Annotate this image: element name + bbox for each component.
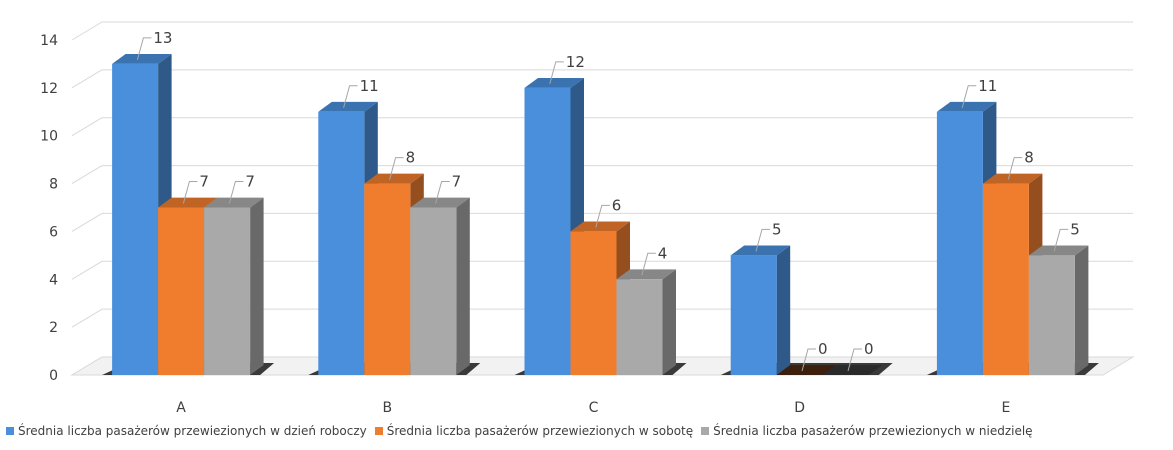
- data-label: 4: [658, 244, 668, 262]
- data-label-leader: [228, 181, 244, 204]
- y-tick-label: 10: [40, 129, 58, 145]
- data-label-leader: [595, 204, 610, 228]
- y-tick-label: 2: [49, 320, 58, 336]
- data-label-leader: [847, 348, 862, 372]
- y-tick-label: 4: [49, 272, 58, 288]
- bar-A-series-2: [158, 207, 205, 375]
- legend-swatch-weekday: [6, 427, 14, 435]
- legend: Średnia liczba pasażerów przewiezionych …: [6, 424, 1041, 438]
- data-label-leader: [755, 228, 770, 252]
- legend-swatch-saturday: [374, 427, 383, 435]
- data-label: 6: [612, 196, 622, 214]
- data-label-leader: [1007, 157, 1023, 180]
- bar-side: [776, 245, 791, 375]
- x-category-label: C: [589, 400, 599, 416]
- bar-top: [112, 54, 172, 64]
- data-label: 13: [153, 29, 172, 47]
- data-label: 8: [406, 149, 416, 167]
- bar-top: [410, 197, 470, 208]
- bar-E-series-2: [982, 183, 1029, 375]
- x-category-label: B: [382, 400, 392, 416]
- gridline-side: [71, 21, 103, 41]
- bar-D-series-3: [822, 365, 883, 375]
- bar-top: [570, 221, 630, 232]
- data-label-leader: [136, 37, 152, 61]
- data-label: 5: [1070, 220, 1080, 238]
- bar-D-series-2: [776, 365, 837, 375]
- bar-top: [730, 245, 791, 256]
- bar-side: [250, 197, 264, 375]
- data-label: 0: [864, 340, 874, 358]
- data-label-leader: [343, 85, 358, 108]
- x-category-label: A: [176, 400, 186, 416]
- gridline-side: [71, 69, 103, 89]
- data-label: 11: [360, 77, 379, 95]
- bar-E-series-3: [1028, 255, 1075, 375]
- bar-side: [662, 269, 676, 375]
- x-category-label: E: [1001, 400, 1010, 416]
- bar-side: [1074, 245, 1089, 375]
- data-label-leader: [961, 85, 977, 108]
- bar-C-series-2: [570, 231, 617, 375]
- legend-label-sunday: Średnia liczba pasażerów przewiezionych …: [713, 424, 1033, 438]
- bar-C-series-3: [616, 279, 663, 375]
- bar-top: [1028, 245, 1089, 256]
- gridline-side: [71, 165, 103, 185]
- legend-label-weekday: Średnia liczba pasażerów przewiezionych …: [18, 424, 367, 438]
- y-tick-label: 6: [49, 224, 58, 240]
- data-label-leader: [641, 252, 656, 276]
- legend-label-saturday: Średnia liczba pasażerów przewiezionych …: [386, 424, 694, 438]
- bar-D-series-1: [730, 255, 777, 375]
- data-label-leader: [549, 61, 564, 84]
- bar-B-series-2: [364, 183, 411, 375]
- bar-top: [158, 197, 218, 208]
- data-label: 7: [452, 173, 462, 191]
- data-label-leader: [182, 181, 198, 204]
- bar-top: [204, 197, 264, 208]
- bar-top: [524, 77, 584, 88]
- data-label: 11: [978, 77, 997, 95]
- bar-A-series-1: [112, 63, 159, 376]
- bar-top: [364, 173, 424, 184]
- bar-top: [318, 101, 378, 112]
- legend-item-saturday: Średnia liczba pasażerów przewiezionych …: [374, 424, 694, 438]
- bar-E-series-1: [936, 111, 983, 376]
- data-label: 5: [772, 220, 782, 238]
- gridline-side: [71, 212, 103, 232]
- x-category-label: D: [794, 400, 805, 416]
- bar-top: [936, 101, 997, 112]
- gridline-side: [71, 260, 103, 280]
- bar-top: [616, 269, 676, 280]
- legend-item-sunday: Średnia liczba pasażerów przewiezionych …: [701, 424, 1033, 438]
- gridline-side: [71, 117, 103, 137]
- gridline-side: [71, 308, 103, 328]
- bar-B-series-1: [318, 111, 365, 376]
- bar-side: [456, 197, 470, 375]
- data-label-leader: [435, 181, 450, 204]
- bar-top: [982, 173, 1043, 184]
- data-label: 8: [1024, 149, 1034, 167]
- bar-A-series-3: [204, 207, 251, 375]
- data-label-leader: [801, 348, 816, 372]
- legend-swatch-sunday: [701, 427, 710, 435]
- bar-chart-3d: 0 2 4 6 8 10 12 14 13 7 7 A 11 8 7 B 12 6 4 C 5 0 0 D 11 8 5 E: [40, 21, 1135, 416]
- data-label: 7: [199, 173, 209, 191]
- data-label-leader: [389, 157, 404, 180]
- data-label: 7: [245, 173, 255, 191]
- y-tick-label: 0: [49, 368, 58, 384]
- data-label: 12: [566, 53, 585, 71]
- legend-item-weekday: Średnia liczba pasażerów przewiezionych …: [6, 424, 367, 438]
- bar-C-series-1: [524, 87, 571, 375]
- data-label: 0: [818, 340, 828, 358]
- bar-B-series-3: [410, 207, 457, 375]
- y-tick-label: 8: [49, 177, 58, 193]
- data-label-leader: [1053, 228, 1069, 252]
- y-tick-label: 14: [40, 33, 58, 49]
- y-tick-label: 12: [40, 81, 58, 97]
